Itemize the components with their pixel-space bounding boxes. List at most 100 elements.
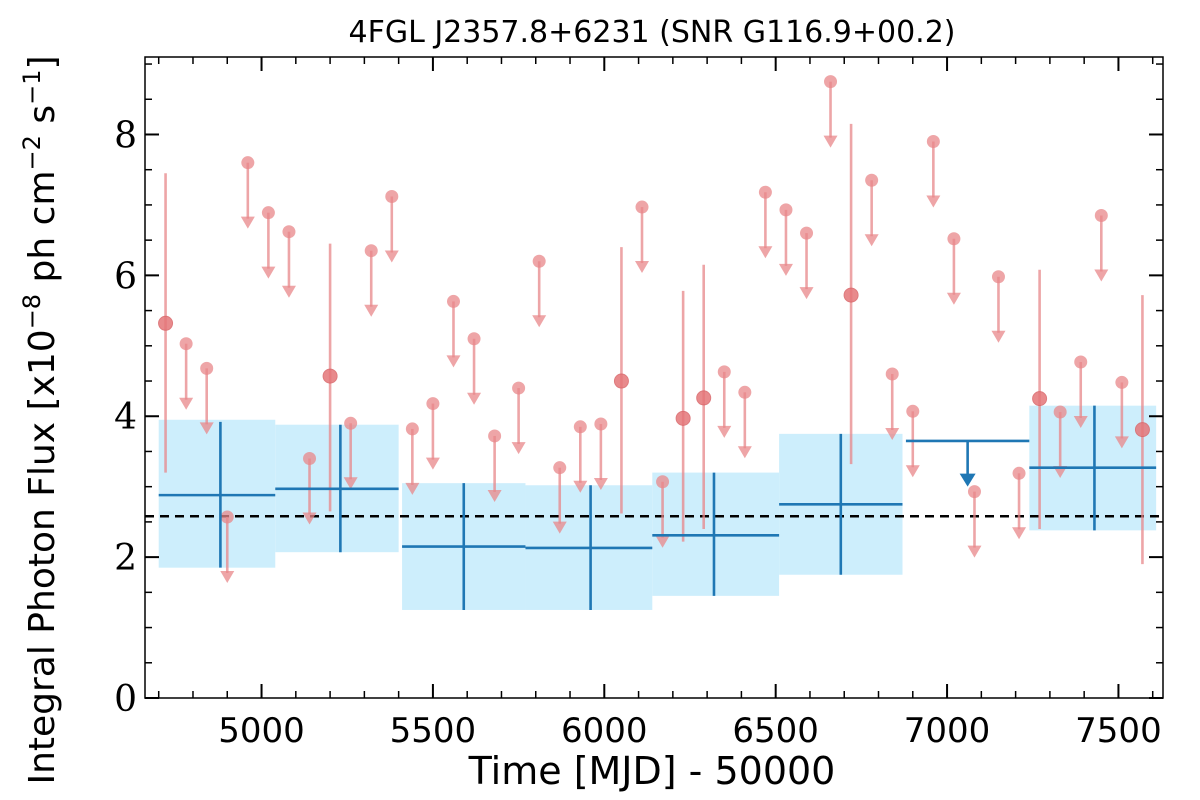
short-bin-point [467,332,481,346]
y-axis-label-part1: Integral Photon Flux [x10 [22,329,63,784]
short-bin-ul-arrow-head [1094,269,1109,282]
short-bin-point [635,200,649,214]
y-axis-label: Integral Photon Flux [x10−8 ph cm−2 s−1] [18,55,63,784]
short-bin-point [885,367,899,381]
short-bin-point [1012,466,1026,480]
short-bin-ul-arrow-head [717,425,732,438]
short-bin-ul-arrow-head [487,489,502,502]
short-bin-ul-arrow-head [179,397,194,410]
short-bin-point [364,244,378,258]
y-axis-label-part2: ph cm [22,170,63,293]
short-bin-point [158,315,174,331]
short-bin-point [696,390,712,406]
x-tick-label: 7500 [1075,711,1162,751]
short-bin-ul-arrow-head [261,266,276,279]
short-bin-point [1115,375,1129,389]
x-tick-label: 6000 [561,711,648,751]
short-bin-ul-arrow-head [343,477,358,490]
short-bin-point [532,254,546,268]
short-bin-point [1074,355,1088,369]
short-bin-point [1094,208,1108,222]
short-bin-point [241,156,255,170]
short-bin-point [717,365,731,379]
short-bin-point [967,485,981,499]
y-axis-label-exp2: −2 [18,135,46,170]
short-bin-ul-arrow-head [737,446,752,459]
short-bin-point [512,381,526,395]
short-bin-ul-arrow-head [240,216,255,229]
short-bin-point [779,203,793,217]
short-bin-ul-arrow-head [635,261,650,274]
short-bin-ul-arrow-head [384,250,399,263]
short-bin-point [220,510,234,524]
short-bin-point [261,206,275,220]
short-bin-point [947,232,961,246]
short-bin-points [158,75,1150,583]
short-bin-ul-arrow-head [446,355,461,368]
short-bin-point [446,294,460,308]
short-bin-point [282,225,296,239]
short-bin-ul-arrow-head [885,427,900,440]
y-axis-label-exp3: −1 [18,70,46,105]
short-bin-ul-arrow-head [1053,466,1068,479]
short-bin-ul-arrow-head [758,246,773,259]
long-bin-ul-arrow-head [959,473,976,487]
long-bin-points [158,405,1157,610]
short-bin-ul-arrow-head [405,482,420,495]
short-bin-point [594,417,608,431]
short-bin-point [200,361,214,375]
short-bin-ul-arrow-head [778,263,793,276]
short-bin-point [553,461,567,475]
y-tick-label: 4 [114,397,137,438]
short-bin-point [488,429,502,443]
short-bin-ul-arrow-head [967,545,982,558]
chart-title: 4FGL J2357.8+6231 (SNR G116.9+00.2) [348,15,955,50]
short-bin-ul-arrow-head [1012,527,1027,540]
short-bin-ul-arrow-head [220,570,235,583]
short-bin-point [865,173,879,187]
axis-ticks: 5000 5500 6000 6500 7000 7500 0 2 4 6 8 [114,57,1163,751]
x-tick-label: 7000 [904,711,991,751]
short-bin-point [426,397,440,411]
short-bin-ul-arrow-head [926,195,941,208]
short-bin-point [1032,391,1048,407]
y-axis-label-part3: s [22,105,63,135]
plot-frame [144,56,1164,699]
short-bin-ul-arrow-head [905,465,920,478]
short-bin-point [573,420,587,434]
short-bin-ul-arrow-head [573,480,588,493]
short-bin-ul-arrow-head [799,287,814,300]
short-bin-ul-arrow-head [532,315,547,328]
short-bin-point [800,226,814,240]
short-bin-ul-arrow-head [467,392,482,405]
short-bin-ul-arrow-head [425,457,440,470]
short-bin-ul-arrow-head [281,285,296,298]
y-tick-label: 6 [114,256,137,297]
x-tick-label: 5500 [390,711,477,751]
short-bin-point [906,404,920,418]
short-bin-point [1134,422,1150,438]
short-bin-point [405,422,419,436]
y-tick-label: 0 [114,679,137,720]
short-bin-point [613,373,629,389]
short-bin-ul-arrow-head [655,535,670,548]
y-axis-label-part4: ] [22,55,63,69]
short-bin-point [675,410,691,426]
y-tick-label: 8 [114,115,137,156]
short-bin-ul-arrow-head [1073,416,1088,429]
short-bin-point [1053,405,1067,419]
short-bin-point [991,270,1005,284]
short-bin-point [843,287,859,303]
short-bin-point [303,452,317,466]
short-bin-ul-arrow-head [511,442,526,455]
short-bin-point [656,475,670,489]
short-bin-ul-arrow-head [991,330,1006,343]
short-bin-point [738,385,752,399]
short-bin-point [758,185,772,199]
x-axis-label: Time [MJD] - 50000 [468,749,836,793]
short-bin-ul-arrow-head [302,512,317,525]
short-bin-point [385,189,399,203]
short-bin-ul-arrow-head [199,422,214,435]
x-tick-label: 5000 [218,711,305,751]
